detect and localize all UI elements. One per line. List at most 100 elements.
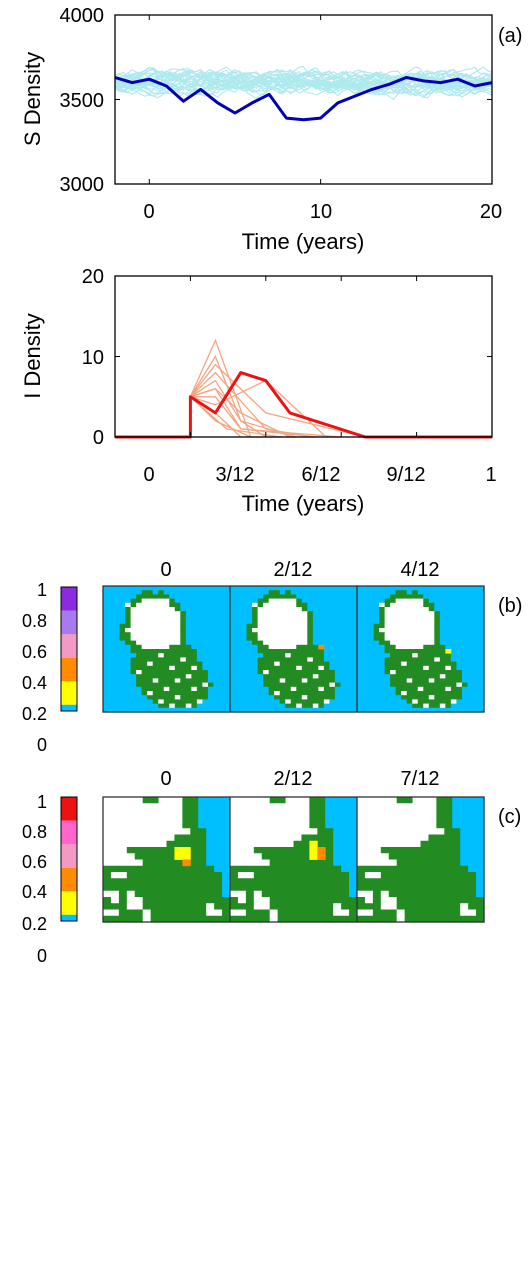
map-cell (263, 620, 269, 625)
map-cell (349, 841, 358, 848)
map-cell (413, 885, 422, 892)
map-cell (258, 687, 264, 692)
map-cell (274, 607, 280, 612)
map-cell (206, 853, 215, 860)
map-cell (238, 885, 247, 892)
map-cell (198, 860, 207, 867)
map-cell (418, 687, 424, 692)
map-cell (186, 645, 192, 650)
map-cell (230, 704, 236, 709)
map-cell (142, 607, 148, 612)
map-cell (407, 607, 413, 612)
map-cell (318, 641, 324, 646)
map-cell (396, 653, 402, 658)
map-cell (131, 641, 137, 646)
map-cell (296, 687, 302, 692)
map-cell (473, 691, 479, 696)
i-xtick-label: 9/12 (387, 464, 426, 486)
map-cell (158, 645, 164, 650)
map-cell (274, 620, 280, 625)
map-cell (294, 910, 303, 917)
map-cell (159, 816, 168, 823)
map-cell (379, 662, 385, 667)
map-cell (180, 641, 186, 646)
map-cell (175, 683, 181, 688)
map-cell (190, 891, 199, 898)
map-cell (401, 683, 407, 688)
map-cell (131, 636, 137, 641)
map-cell (151, 835, 160, 842)
map-cell (202, 653, 208, 658)
map-cell (296, 666, 302, 671)
map-cell (254, 847, 263, 854)
map-cell (476, 853, 485, 860)
map-cell (460, 822, 469, 829)
map-cell (374, 632, 380, 637)
map-cell (333, 910, 342, 917)
map-cell (379, 624, 385, 629)
map-cell (462, 674, 468, 679)
map-cell (346, 683, 352, 688)
map-cell (147, 670, 153, 675)
map-cell (136, 666, 142, 671)
map-cell (401, 594, 407, 599)
map-cell (374, 645, 380, 650)
i-ylabel: I Density (20, 313, 45, 399)
map-cell (280, 620, 286, 625)
map-cell (301, 860, 310, 867)
map-cell (263, 653, 269, 658)
map-cell (346, 599, 352, 604)
map-cell (238, 853, 247, 860)
map-cell (473, 641, 479, 646)
map-cell (208, 620, 214, 625)
map-cell (413, 872, 422, 879)
map-cell (418, 653, 424, 658)
map-cell (346, 649, 352, 654)
map-cell (274, 683, 280, 688)
map-cell (285, 666, 291, 671)
map-cell (230, 586, 236, 591)
map-cell (340, 624, 346, 629)
map-cell (329, 670, 335, 675)
map-cell (274, 615, 280, 620)
map-cell (270, 897, 279, 904)
map-cell (452, 872, 461, 879)
map-cell (280, 662, 286, 667)
map-cell (434, 678, 440, 683)
map-cell (136, 632, 142, 637)
map-cell (390, 590, 396, 595)
map-cell (190, 841, 199, 848)
map-cell (247, 666, 253, 671)
map-cell (379, 649, 385, 654)
map-cell (175, 624, 181, 629)
map-cell (274, 603, 280, 608)
map-cell (285, 594, 291, 599)
scale-swatch (61, 681, 77, 705)
map-cell (169, 594, 175, 599)
map-cell (349, 866, 358, 873)
map-cell (302, 607, 308, 612)
map-cell (164, 628, 170, 633)
map-cell (254, 903, 263, 910)
map-cell (252, 691, 258, 696)
map-cell (302, 636, 308, 641)
map-cell (285, 586, 291, 591)
map-cell (247, 691, 253, 696)
map-cell (317, 841, 326, 848)
map-cell (230, 810, 239, 817)
map-cell (230, 841, 239, 848)
map-cell (103, 699, 109, 704)
map-cell (252, 670, 258, 675)
map-cell (143, 841, 152, 848)
map-cell (180, 599, 186, 604)
map-cell (368, 590, 374, 595)
map-cell (313, 653, 319, 658)
map-cell (335, 636, 341, 641)
map-cell (127, 810, 136, 817)
map-cell (313, 586, 319, 591)
map-cell (468, 885, 477, 892)
map-cell (136, 662, 142, 667)
b-color-scale (61, 587, 77, 711)
map-cell (412, 691, 418, 696)
map-cell (421, 797, 430, 804)
